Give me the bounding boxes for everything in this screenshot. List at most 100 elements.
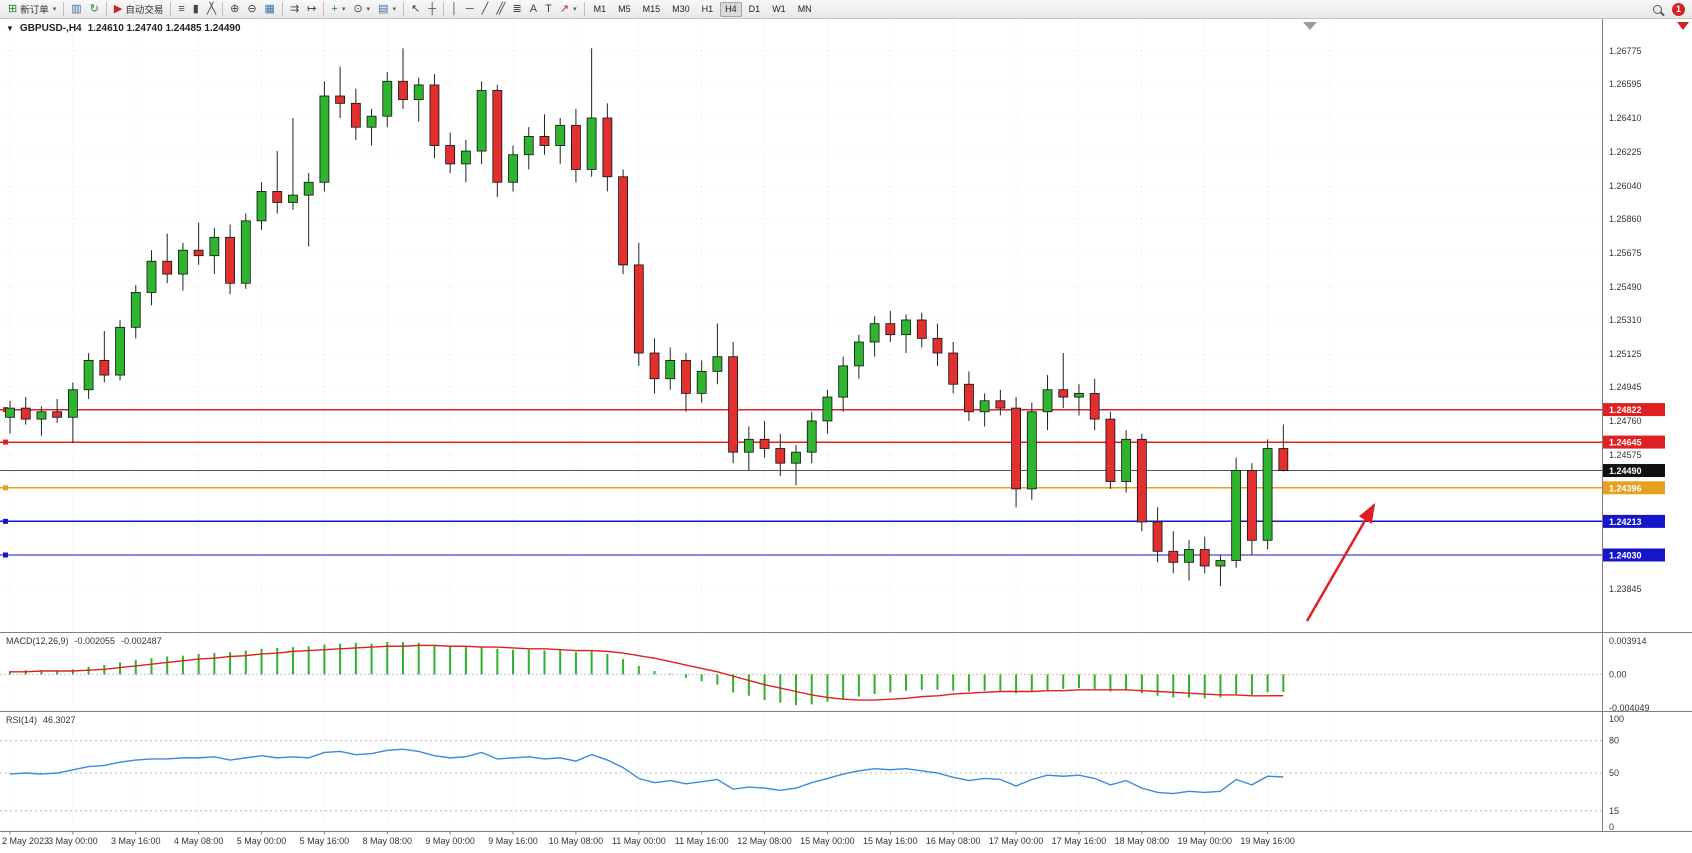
line-chart-button[interactable]: ╱╲ xyxy=(203,1,219,18)
candle-bullish xyxy=(1042,389,1053,413)
timeframe-m1-button[interactable]: M1 xyxy=(589,2,612,17)
periods-button[interactable]: ⊙ ▾ xyxy=(349,1,374,18)
autotrading-button[interactable]: ▶ 自动交易 xyxy=(110,1,167,18)
text-label-button[interactable]: T xyxy=(541,1,556,18)
cursor-button[interactable]: ↖ xyxy=(407,1,424,18)
caret-down-icon: ▾ xyxy=(573,6,577,13)
fibonacci-button[interactable]: ≣ xyxy=(509,1,526,18)
notification-badge[interactable]: 1 xyxy=(1672,2,1685,16)
symbol-dropdown-icon[interactable]: ▼ xyxy=(6,24,14,33)
timeframe-w1-button[interactable]: W1 xyxy=(767,2,791,17)
timeframe-m30-button[interactable]: M30 xyxy=(667,2,695,17)
candle-bearish xyxy=(1089,393,1100,420)
candle-bearish xyxy=(602,117,613,178)
rsi-line xyxy=(9,748,1284,795)
auto-scroll-icon: ⇉ xyxy=(289,2,300,15)
time-axis: 2 May 2023 3 May 00:00 3 May 16:00 4 May 08… xyxy=(2,831,1295,846)
candle-bearish xyxy=(445,145,456,165)
candle-bullish xyxy=(555,124,566,146)
rsi-value: 46.3027 xyxy=(43,715,76,725)
price-axis-label: 1.24575 xyxy=(1609,450,1642,460)
text-button[interactable]: A xyxy=(526,1,541,18)
candle-bearish xyxy=(964,383,974,413)
price-badge xyxy=(1603,548,1665,562)
candle-bullish xyxy=(508,154,518,183)
equidistant-channel-button[interactable]: ╱╱ xyxy=(492,1,508,18)
bar-chart-button[interactable]: ≡ xyxy=(174,1,188,18)
candle-bullish xyxy=(240,220,251,284)
candle-bullish xyxy=(1215,560,1226,567)
refresh-button[interactable]: ↻ xyxy=(86,1,103,18)
candle-bullish xyxy=(115,326,125,376)
candle-bearish xyxy=(20,407,31,420)
timeframe-h4-button[interactable]: H4 xyxy=(720,1,742,17)
line-anchor[interactable] xyxy=(3,552,8,558)
candle-bearish xyxy=(633,264,644,354)
candle-bullish xyxy=(382,80,393,117)
price-axis-label: 1.24760 xyxy=(1609,416,1642,426)
candle-bearish xyxy=(52,411,63,418)
time-axis-label: 17 May 16:00 xyxy=(1052,836,1107,846)
periods-icon: ⊙ xyxy=(353,2,363,15)
chart-shift-button[interactable]: ↦ xyxy=(303,1,320,18)
chart-title: ▼ GBPUSD-,H4 1.24610 1.24740 1.24485 1.2… xyxy=(6,23,241,34)
trendline-button[interactable]: ╱ xyxy=(478,1,493,18)
candle-bearish xyxy=(193,249,204,257)
rsi-axis-label: 80 xyxy=(1609,736,1619,746)
price-axis-label: 1.26225 xyxy=(1609,147,1642,157)
candle-bullish xyxy=(1121,438,1132,482)
toolbar-separator xyxy=(105,2,107,16)
rsi-axis-label: 0 xyxy=(1609,822,1614,832)
candle-bullish xyxy=(665,359,676,380)
tile-windows-button[interactable]: ▦ xyxy=(261,1,279,18)
candlestick-chart-button[interactable]: ▮ xyxy=(189,1,203,18)
templates-icon: ▤ xyxy=(378,2,389,15)
new-order-button[interactable]: ⊞ 新订单 ▾ xyxy=(4,1,60,18)
crosshair-button[interactable]: ┼ xyxy=(424,1,440,18)
line-anchor[interactable] xyxy=(3,518,8,524)
toolbar-separator xyxy=(323,2,325,16)
templates-button[interactable]: ▤ ▾ xyxy=(374,1,400,18)
arrows-button[interactable]: ↗ ▾ xyxy=(556,1,581,18)
candle-bearish xyxy=(759,438,770,449)
search-icon[interactable] xyxy=(1653,4,1662,14)
fibonacci-icon: ≣ xyxy=(512,2,522,15)
time-axis-label: 8 May 08:00 xyxy=(363,836,413,846)
timeframe-m5-button[interactable]: M5 xyxy=(613,2,636,17)
toolbar-separator xyxy=(281,2,283,16)
price-axis: 1.26775 1.26595 1.26410 1.26225 1.26040 1.258… xyxy=(1603,46,1665,594)
timeframe-d1-button[interactable]: D1 xyxy=(744,2,766,17)
chart-shift-marker-icon[interactable] xyxy=(1303,22,1317,30)
auto-scroll-button[interactable]: ⇉ xyxy=(286,1,303,18)
zoom-in-button[interactable]: ⊕ xyxy=(226,1,243,18)
horizontal-line-button[interactable]: ─ xyxy=(462,1,478,18)
candle-bullish xyxy=(791,451,801,464)
timeframe-m15-button[interactable]: M15 xyxy=(638,2,666,17)
time-axis-label: 16 May 08:00 xyxy=(926,836,981,846)
candle-bearish xyxy=(335,95,346,104)
trend-arrow[interactable] xyxy=(1305,502,1376,622)
indicators-button[interactable]: + ▾ xyxy=(327,1,349,18)
price-badge-label: 1.24490 xyxy=(1609,466,1642,476)
timeframe-h1-button[interactable]: H1 xyxy=(697,2,719,17)
candle-bearish xyxy=(775,448,786,464)
line-anchor[interactable] xyxy=(3,439,8,445)
rsi-label: RSI(14) 46.3027 xyxy=(6,715,76,725)
timeframe-mn-button[interactable]: MN xyxy=(793,2,817,17)
zoom-out-button[interactable]: ⊖ xyxy=(243,1,260,18)
candle-bullish xyxy=(178,249,188,275)
candle-bearish xyxy=(1168,550,1179,563)
candle-bullish xyxy=(838,365,849,398)
toolbar-separator xyxy=(170,2,172,16)
price-axis-label: 1.25125 xyxy=(1609,349,1642,359)
toolbar-separator xyxy=(583,2,585,16)
arrows-icon: ↗ xyxy=(559,2,570,15)
candle-bearish xyxy=(995,400,1006,409)
candle-bullish xyxy=(1262,448,1273,541)
time-axis-label: 11 May 16:00 xyxy=(675,836,729,846)
candle-bullish xyxy=(806,420,817,453)
line-anchor[interactable] xyxy=(3,485,8,491)
vertical-line-button[interactable]: │ xyxy=(447,1,462,18)
market-watch-button[interactable]: ▥ xyxy=(67,1,85,18)
time-axis-label: 11 May 00:00 xyxy=(612,836,666,846)
